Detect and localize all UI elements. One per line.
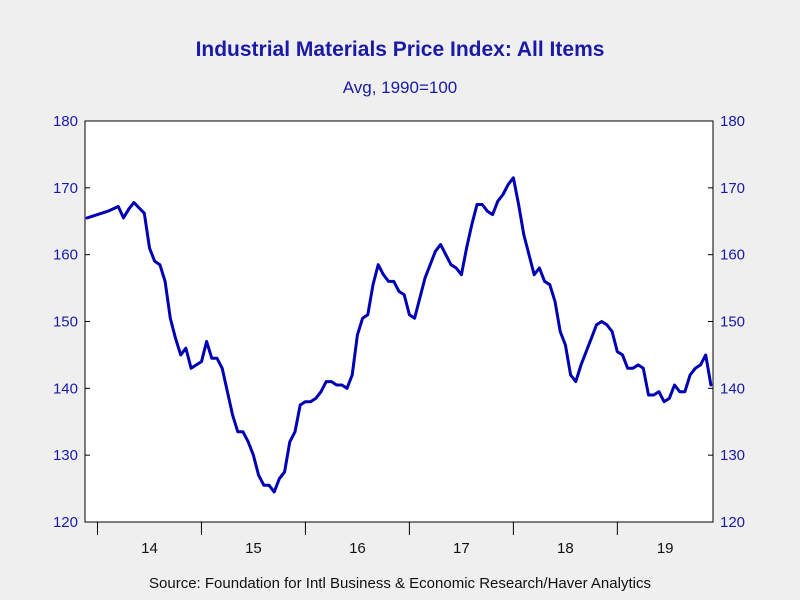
x-tick-label: 14 — [141, 540, 158, 557]
y-tick-label-left: 170 — [53, 180, 78, 197]
axes-layer: 120 120 130 130 140 140 150 150 160 160 170 170 180 1… — [53, 113, 745, 557]
x-tick-label: 16 — [349, 540, 366, 557]
chart-subtitle: Avg, 1990=100 — [342, 78, 458, 97]
y-tick-label-right: 120 — [720, 514, 745, 531]
y-tick-label-left: 140 — [53, 380, 78, 397]
y-tick-label-right: 170 — [720, 180, 745, 197]
series-layer — [85, 176, 713, 494]
y-tick-label-right: 130 — [720, 447, 745, 464]
plot-frame — [84, 120, 714, 523]
y-tick-label-right: 160 — [720, 247, 745, 264]
chart-title: Industrial Materials Price Index: All It… — [195, 38, 605, 61]
y-tick-label-right: 140 — [720, 380, 745, 397]
y-tick-label-left: 180 — [53, 113, 78, 130]
y-tick-label-left: 120 — [53, 514, 78, 531]
x-tick-label: 19 — [657, 540, 674, 557]
y-tick-label-left: 130 — [53, 447, 78, 464]
x-tick-label: 17 — [453, 540, 470, 557]
y-tick-label-left: 160 — [53, 247, 78, 264]
chart-source: Source: Foundation for Intl Business & E… — [149, 575, 651, 592]
y-tick-label-right: 180 — [720, 113, 745, 130]
y-tick-label-left: 150 — [53, 314, 78, 331]
x-tick-label: 18 — [557, 540, 574, 557]
x-tick-label: 15 — [245, 540, 262, 557]
series-line — [85, 176, 713, 494]
y-tick-label-right: 150 — [720, 314, 745, 331]
